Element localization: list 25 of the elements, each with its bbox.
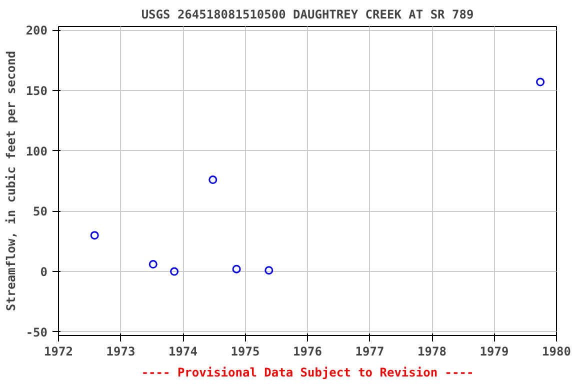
text: ---- Provisional Data Subject to Revision ---- (141, 366, 474, 380)
y-tick-label: 200 (26, 24, 48, 38)
x-tick-label: 1976 (293, 344, 322, 358)
y-tick-label: 150 (26, 84, 48, 98)
x-tick-label: 1980 (542, 344, 571, 358)
point (536, 78, 545, 86)
point (148, 260, 158, 269)
x-tick-label: 1978 (418, 344, 446, 358)
point (208, 176, 218, 184)
point (170, 267, 179, 276)
point (90, 231, 99, 240)
x-tick-label: 1973 (106, 344, 136, 358)
y-tick-label: 0 (40, 265, 48, 280)
point (264, 266, 274, 275)
x-tick-label: 1979 (480, 344, 509, 358)
x-tick-label: 1975 (230, 344, 260, 358)
y-tick-label: 50 (33, 204, 48, 219)
x-tick-label: 1974 (168, 344, 198, 358)
x-tick-label: 1972 (44, 344, 73, 358)
chart-title: USGS 264518081510500 DAUGHTREY CREEK AT SR 789 (141, 8, 474, 22)
y-tick-label: 100 (26, 144, 48, 158)
x-tick-label: 1977 (355, 344, 384, 358)
y-axis-title: Streamflow, in cubic feet per second (4, 50, 18, 312)
y-tick-label: -50 (26, 325, 48, 340)
point (232, 264, 241, 274)
